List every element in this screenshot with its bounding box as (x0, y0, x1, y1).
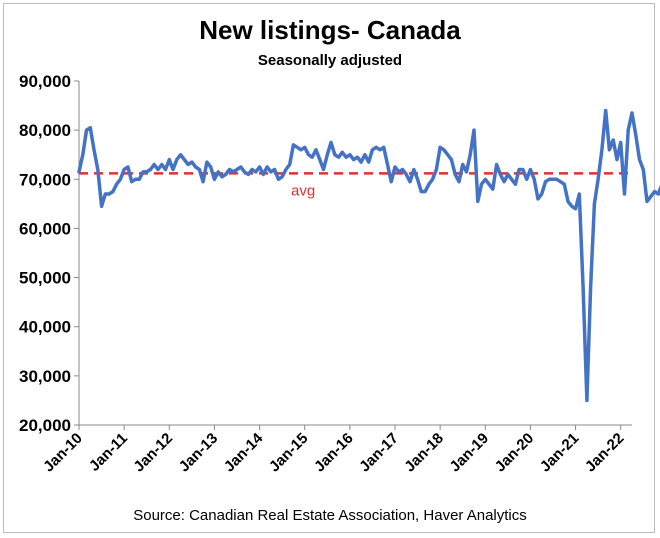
avg-label: avg (291, 182, 315, 199)
x-tick-label: Jan-16 (311, 430, 357, 476)
x-tick-label: Jan-14 (221, 429, 267, 475)
y-tick-label: 30,000 (19, 367, 71, 386)
x-tick-label: Jan-22 (582, 430, 628, 476)
y-tick-label: 90,000 (19, 72, 71, 91)
x-tick-label: Jan-15 (266, 430, 312, 476)
x-tick-label: Jan-12 (130, 430, 176, 476)
chart-subtitle: Seasonally adjusted (257, 52, 403, 69)
y-tick-label: 60,000 (19, 219, 71, 238)
y-tick-label: 70,000 (19, 170, 71, 189)
series-line (77, 108, 660, 403)
chart-title: New listings- Canada (199, 15, 461, 45)
x-tick-label: Jan-19 (446, 430, 492, 476)
y-tick-label: 50,000 (19, 269, 71, 288)
chart-frame (3, 3, 655, 533)
chart-source: Source: Canadian Real Estate Association… (133, 507, 527, 524)
x-tick-label: Jan-11 (86, 430, 131, 475)
x-tick-label: Jan-13 (176, 430, 222, 476)
x-tick-label: Jan-18 (401, 430, 447, 476)
x-tick-label: Jan-20 (492, 430, 538, 476)
x-tick-label: Jan-17 (356, 430, 402, 476)
y-tick-label: 40,000 (19, 318, 71, 337)
x-tick-label: Jan-10 (40, 430, 86, 476)
y-tick-label: 80,000 (19, 121, 71, 140)
x-tick-label: Jan-21 (537, 430, 583, 476)
y-tick-label: 20,000 (19, 416, 71, 435)
